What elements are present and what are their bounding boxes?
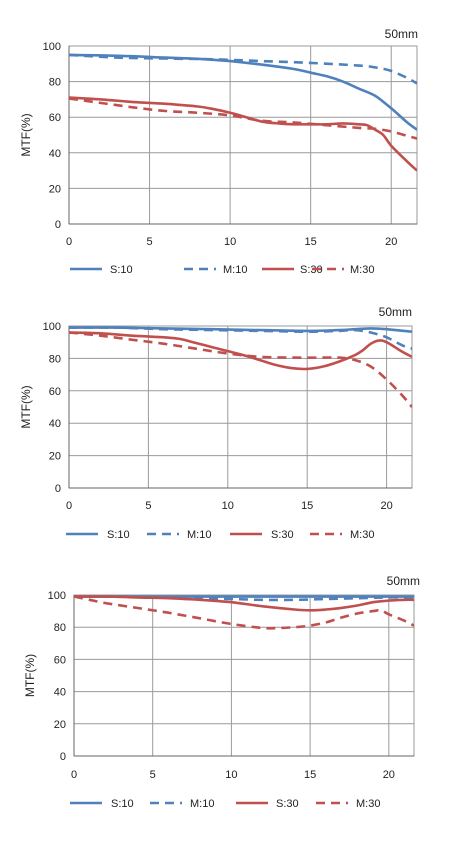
y-tick-label: 100 bbox=[43, 321, 61, 333]
mtf-chart-3-svg: 0 20 40 60 80 100 0 5 10 15 20 50mm MTF(%) S:10 M:10 S:… bbox=[23, 574, 420, 810]
y-axis-label: MTF(%) bbox=[19, 113, 33, 156]
y-tick-label: 80 bbox=[49, 353, 61, 365]
legend-label-s-30: S:30 bbox=[300, 264, 323, 276]
y-tick-label: 0 bbox=[55, 483, 61, 495]
y-tick-label: 80 bbox=[49, 77, 61, 89]
x-tick-label: 15 bbox=[305, 236, 317, 248]
series-line-m-10 bbox=[69, 53, 417, 85]
legend-label-m-30: M:30 bbox=[356, 798, 380, 810]
legend-label-m-10: M:10 bbox=[223, 264, 247, 276]
series-line-s-30 bbox=[69, 331, 412, 371]
chart-title: 50mm bbox=[385, 27, 418, 41]
y-tick-label: 100 bbox=[48, 590, 66, 602]
x-tick-label: 5 bbox=[146, 236, 152, 248]
mtf-chart-1-svg: 0 20 40 60 80 100 0 5 10 15 20 50mm MTF(%) S:10 M:10 S:… bbox=[19, 27, 418, 276]
series-line-m-30 bbox=[74, 595, 414, 630]
y-tick-label: 20 bbox=[54, 719, 66, 731]
y-tick-label: 100 bbox=[43, 41, 61, 53]
y-tick-label: 80 bbox=[54, 622, 66, 634]
y-tick-label: 20 bbox=[49, 183, 61, 195]
y-tick-label: 60 bbox=[49, 112, 61, 124]
plot-frame bbox=[73, 594, 415, 757]
x-tick-label: 0 bbox=[66, 500, 72, 512]
x-tick-label: 20 bbox=[385, 236, 397, 248]
y-tick-label: 0 bbox=[55, 219, 61, 231]
x-tick-label: 10 bbox=[222, 500, 234, 512]
y-tick-label: 20 bbox=[49, 451, 61, 463]
y-tick-label: 40 bbox=[54, 687, 66, 699]
plot-frame bbox=[68, 45, 418, 225]
series-line-m-10 bbox=[69, 326, 412, 350]
y-tick-label: 40 bbox=[49, 148, 61, 160]
series-line-s-30 bbox=[69, 96, 417, 172]
y-tick-label: 40 bbox=[49, 418, 61, 430]
y-axis-label: MTF(%) bbox=[23, 654, 37, 697]
x-tick-label: 5 bbox=[145, 500, 151, 512]
x-tick-label: 10 bbox=[225, 769, 237, 781]
legend-label-s-30: S:30 bbox=[276, 798, 299, 810]
legend-label-s-10: S:10 bbox=[107, 529, 130, 541]
mtf-chart-2: 0 20 40 60 80 100 0 5 10 15 20 50mm MTF(%) S:10 M:10 S:… bbox=[0, 302, 449, 564]
x-tick-label: 0 bbox=[71, 769, 77, 781]
legend-label-s-10: S:10 bbox=[110, 264, 133, 276]
x-tick-label: 20 bbox=[383, 769, 395, 781]
legend-label-m-30: M:30 bbox=[350, 264, 374, 276]
chart-title: 50mm bbox=[387, 574, 420, 588]
mtf-chart-2-svg: 0 20 40 60 80 100 0 5 10 15 20 50mm MTF(%) S:10 M:10 S:… bbox=[19, 305, 413, 541]
x-tick-label: 10 bbox=[224, 236, 236, 248]
x-tick-label: 20 bbox=[380, 500, 392, 512]
series-line-s-30 bbox=[74, 595, 414, 612]
x-tick-label: 5 bbox=[150, 769, 156, 781]
mtf-chart-3: 0 20 40 60 80 100 0 5 10 15 20 50mm MTF(%) S:10 M:10 S:… bbox=[0, 570, 449, 860]
legend-label-s-10: S:10 bbox=[111, 798, 134, 810]
series-line-s-10 bbox=[69, 53, 417, 131]
x-tick-label: 15 bbox=[304, 769, 316, 781]
legend-label-m-30: M:30 bbox=[350, 529, 374, 541]
chart-title: 50mm bbox=[379, 305, 412, 319]
x-tick-label: 15 bbox=[301, 500, 313, 512]
y-tick-label: 60 bbox=[49, 386, 61, 398]
legend-label-m-10: M:10 bbox=[190, 798, 214, 810]
series-line-m-30 bbox=[69, 331, 412, 408]
series-line-m-30 bbox=[69, 97, 417, 140]
y-axis-label: MTF(%) bbox=[19, 385, 33, 428]
mtf-chart-1: 0 20 40 60 80 100 0 5 10 15 20 50mm MTF(%) S:10 M:10 S:… bbox=[0, 22, 449, 284]
y-tick-label: 60 bbox=[54, 654, 66, 666]
y-tick-label: 0 bbox=[60, 751, 66, 763]
x-tick-label: 0 bbox=[66, 236, 72, 248]
legend-label-m-10: M:10 bbox=[187, 529, 211, 541]
legend-label-s-30: S:30 bbox=[271, 529, 294, 541]
plot-frame bbox=[68, 325, 413, 489]
